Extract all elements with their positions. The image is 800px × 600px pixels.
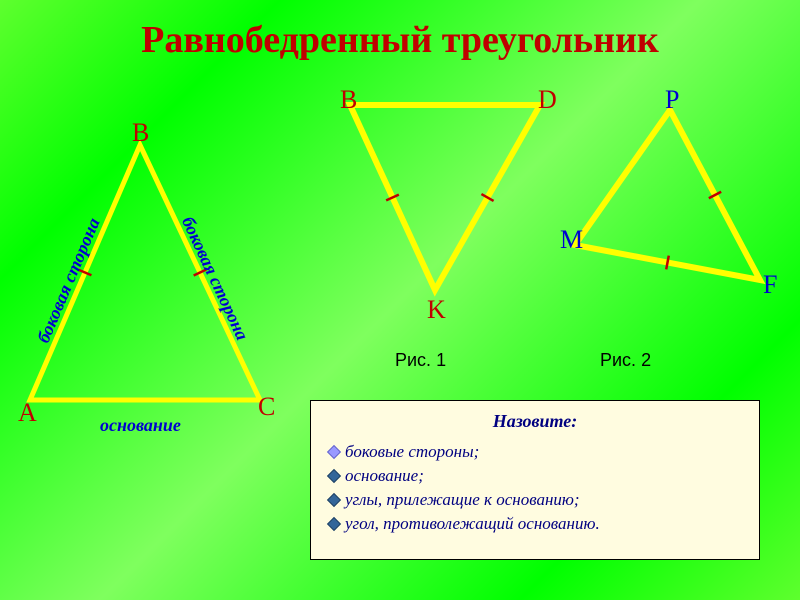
task-item: основание; xyxy=(329,466,741,486)
vertex-p: P xyxy=(665,85,679,115)
bullet-diamond-icon xyxy=(327,469,341,483)
task-item: боковые стороны; xyxy=(329,442,741,462)
task-item-text: угол, противолежащий основанию. xyxy=(345,514,600,534)
task-item: угол, противолежащий основанию. xyxy=(329,514,741,534)
vertex-f: F xyxy=(763,270,777,300)
caption-fig1: Рис. 1 xyxy=(395,350,446,371)
side-label-base: основание xyxy=(100,415,181,436)
bullet-diamond-icon xyxy=(327,493,341,507)
task-item: углы, прилежащие к основанию; xyxy=(329,490,741,510)
task-item-text: боковые стороны; xyxy=(345,442,479,462)
task-item-text: основание; xyxy=(345,466,424,486)
triangle-mpf xyxy=(0,0,800,350)
bullet-diamond-icon xyxy=(327,445,341,459)
bullet-diamond-icon xyxy=(327,517,341,531)
task-item-text: углы, прилежащие к основанию; xyxy=(345,490,580,510)
task-title: Назовите: xyxy=(329,411,741,432)
vertex-a: A xyxy=(18,398,37,428)
vertex-c: C xyxy=(258,392,275,422)
task-box: Назовите: боковые стороны; основание; углы… xyxy=(310,400,760,560)
vertex-m: M xyxy=(560,225,583,255)
caption-fig2: Рис. 2 xyxy=(600,350,651,371)
